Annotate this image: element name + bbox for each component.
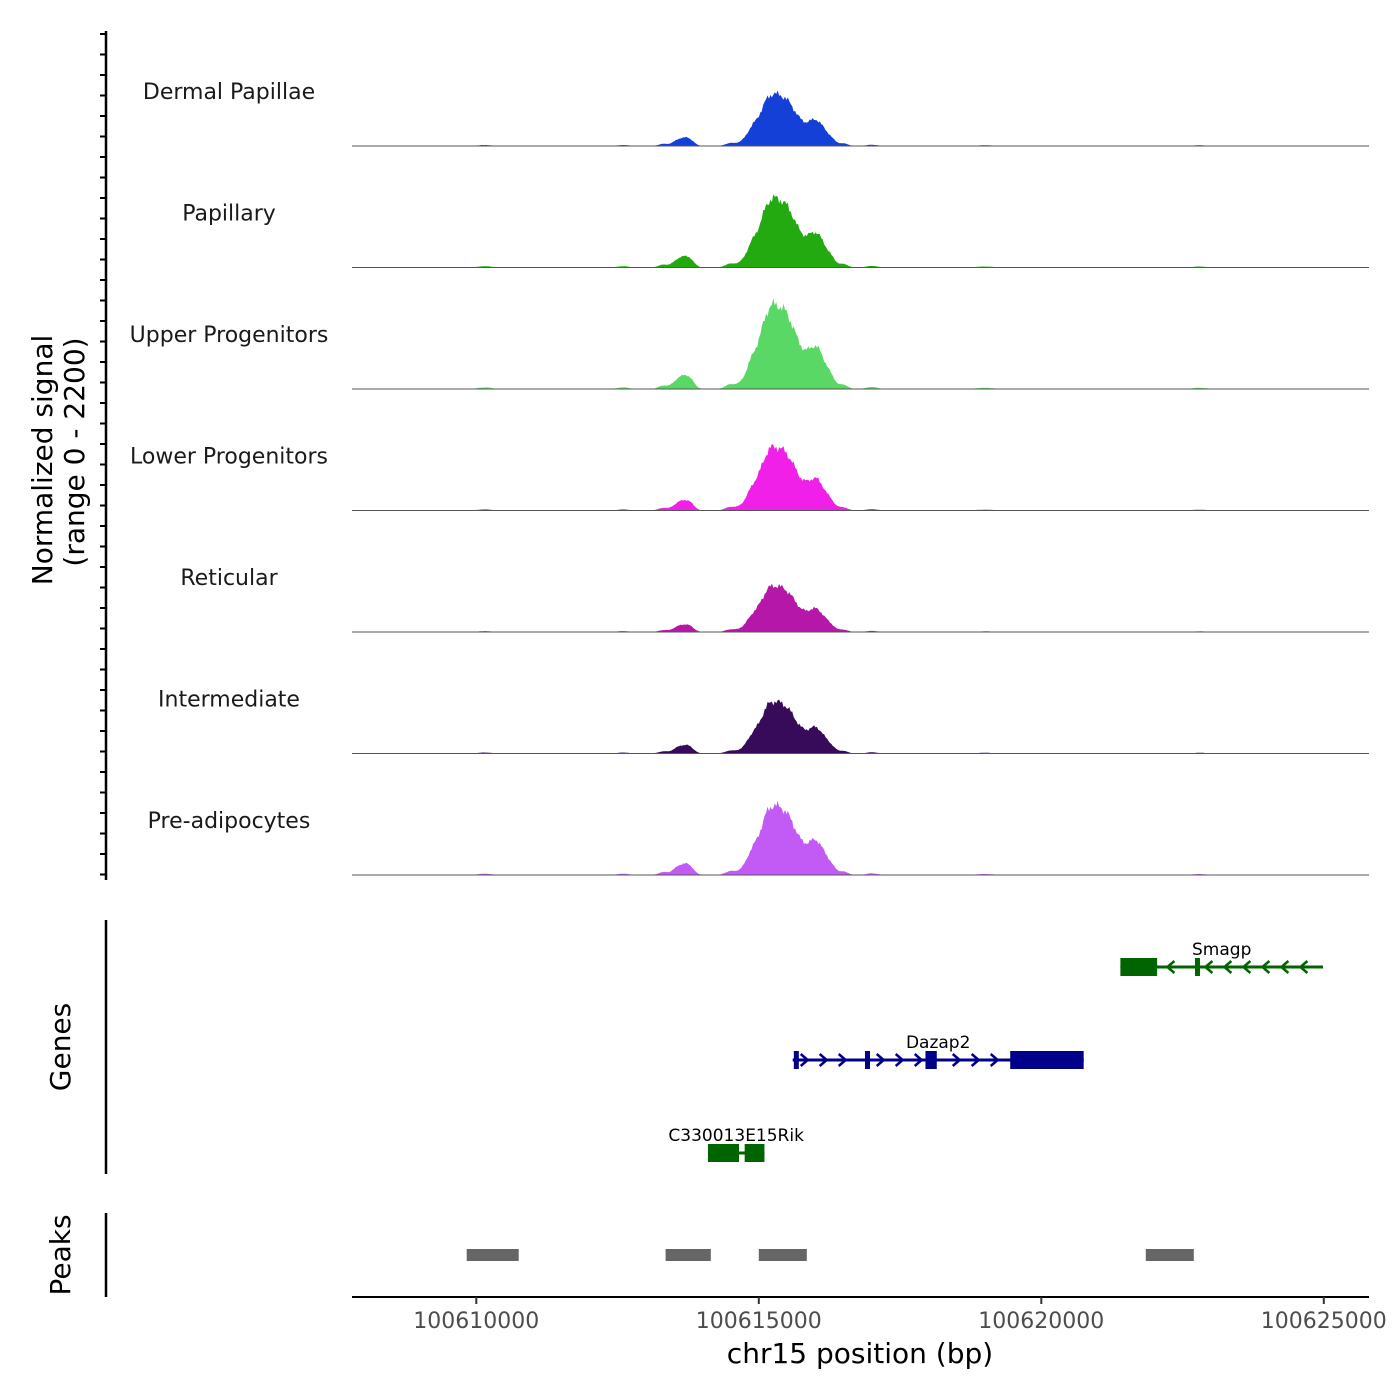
x-tick-label-0: 100610000 — [413, 1309, 539, 1334]
signal-ylabel-line1: Normalized signal — [26, 335, 59, 586]
strand-arrow-1 — [913, 1053, 924, 1067]
strand-arrow-0 — [1260, 960, 1271, 974]
strand-arrow-1 — [799, 1053, 810, 1067]
track-label-3: Lower Progenitors — [130, 445, 328, 470]
peak-0 — [466, 1249, 519, 1261]
coverage-area-3 — [352, 443, 1369, 511]
peak-3 — [1145, 1249, 1194, 1261]
track-label-1: Papillary — [182, 202, 276, 227]
x-tick-label-3: 100625000 — [1261, 1309, 1387, 1334]
x-tick-label-2: 100620000 — [978, 1309, 1104, 1334]
signal-y-axis — [100, 31, 108, 880]
track-label-5: Intermediate — [158, 688, 300, 713]
strand-arrow-0 — [1203, 960, 1214, 974]
gene-exon-2-0 — [707, 1144, 740, 1162]
coverage-area-1 — [352, 194, 1369, 268]
peak-2 — [758, 1249, 807, 1261]
peak-1 — [665, 1249, 711, 1261]
gene-exon-1-3 — [1010, 1051, 1084, 1069]
coverage-area-0 — [352, 90, 1369, 146]
strand-arrow-1 — [837, 1053, 848, 1067]
peaks-track — [466, 1249, 1194, 1261]
track-label-2: Upper Progenitors — [130, 323, 329, 348]
track-label-4: Reticular — [180, 566, 278, 591]
coverage-area-5 — [352, 699, 1369, 754]
gene-label-1: Dazap2 — [906, 1033, 970, 1053]
gene-exon-1-2 — [925, 1051, 937, 1069]
track-label-6: Pre-adipocytes — [148, 809, 311, 834]
strand-arrow-1 — [989, 1053, 1000, 1067]
strand-arrow-0 — [1298, 960, 1309, 974]
gene-exon-0-1 — [1194, 958, 1200, 976]
strand-arrow-0 — [1222, 960, 1233, 974]
track-label-0: Dermal Papillae — [143, 80, 315, 105]
strand-arrow-1 — [875, 1053, 886, 1067]
peaks-label: Peaks — [44, 1214, 77, 1295]
coverage-area-2 — [352, 298, 1369, 389]
coverage-area-4 — [352, 583, 1369, 632]
gene-exon-1-0 — [793, 1051, 799, 1069]
gene-label-2: C330013E15Rik — [668, 1126, 804, 1146]
strand-arrow-1 — [951, 1053, 962, 1067]
gene-exon-2-1 — [744, 1144, 765, 1162]
coverage-area-6 — [352, 800, 1369, 875]
genes-label: Genes — [44, 1003, 77, 1091]
strand-arrow-0 — [1241, 960, 1252, 974]
coverage-tracks: Dermal Papillae Papillary Upper Progenitor… — [130, 80, 1369, 876]
gene-label-0: Smagp — [1192, 940, 1251, 960]
strand-arrow-1 — [894, 1053, 905, 1067]
strand-arrow-0 — [1279, 960, 1290, 974]
x-axis-title: chr15 position (bp) — [727, 1337, 993, 1370]
x-tick-label-1: 100615000 — [696, 1309, 822, 1334]
x-axis-ticks: 100610000 100615000 100620000 100625000 — [413, 1297, 1387, 1334]
signal-ylabel-line2: (range 0 - 2200) — [58, 337, 91, 566]
strand-arrow-1 — [970, 1053, 981, 1067]
strand-arrow-0 — [1165, 960, 1176, 974]
gene-exon-0-0 — [1120, 958, 1158, 976]
gene-annotation-track: Smagp Dazap2 C330013E15Rik — [668, 940, 1323, 1162]
gene-exon-1-1 — [865, 1051, 871, 1069]
strand-arrow-1 — [818, 1053, 829, 1067]
